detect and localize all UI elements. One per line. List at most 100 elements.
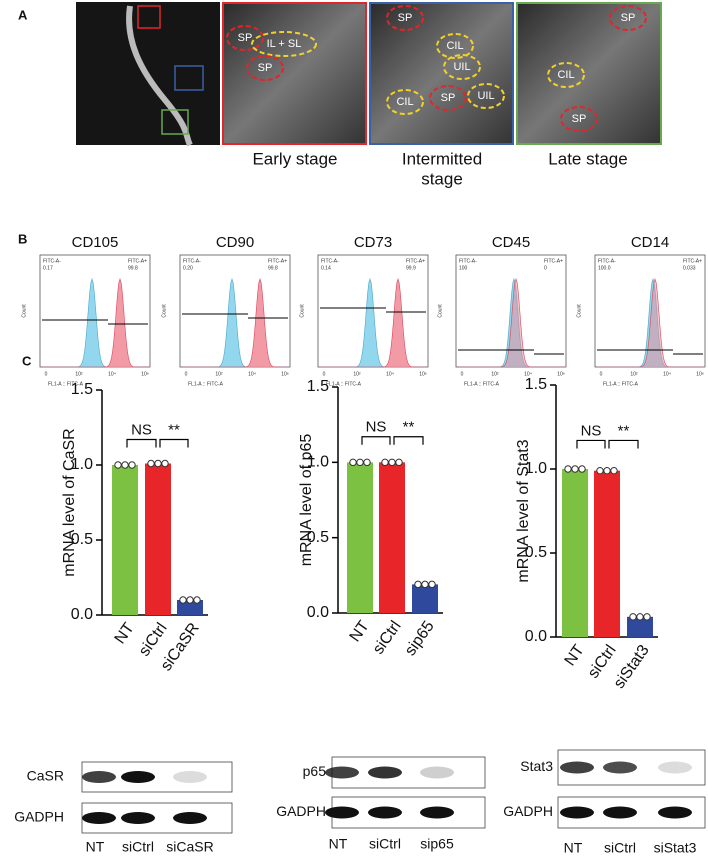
bracket bbox=[126, 438, 157, 448]
outline bbox=[386, 89, 424, 115]
bracket bbox=[361, 436, 391, 445]
roi bbox=[137, 5, 161, 29]
band bbox=[368, 766, 402, 779]
overlay-label: UIL bbox=[453, 61, 470, 73]
blot-row-label: p65 bbox=[303, 763, 327, 779]
histogram bbox=[42, 277, 150, 368]
gate-value: 99.8 bbox=[268, 265, 278, 271]
x-tick-label: 10⁴ bbox=[663, 371, 671, 377]
band bbox=[420, 766, 454, 779]
bar bbox=[627, 616, 653, 637]
band bbox=[121, 771, 155, 783]
blot-row-label: Stat3 bbox=[520, 758, 553, 774]
replicate-dot bbox=[395, 458, 403, 467]
axis-label: FL1-A :: FITC-A bbox=[48, 381, 84, 387]
x-tick-label: 10⁴ bbox=[386, 371, 394, 377]
bracket bbox=[159, 438, 189, 448]
x-tick-label: 0 bbox=[461, 371, 464, 377]
plot-title: CD45 bbox=[492, 234, 530, 251]
gate-value: 0.20 bbox=[183, 265, 193, 271]
y-tick-label: 1.0 bbox=[307, 454, 329, 471]
bar bbox=[347, 462, 373, 613]
gate-label: FITC-A- bbox=[598, 258, 616, 264]
gate-label: FITC-A- bbox=[459, 258, 477, 264]
replicate-dot bbox=[381, 458, 389, 467]
x-tick-label: 0 bbox=[600, 371, 603, 377]
y-axis-label: mRNA level of Stat3 bbox=[515, 439, 532, 582]
gate-value: 99.8 bbox=[128, 265, 138, 271]
x-tick-label: 10⁶ bbox=[141, 371, 149, 377]
y-tick-label: 0.0 bbox=[71, 606, 93, 623]
band bbox=[420, 806, 454, 819]
outline bbox=[386, 5, 424, 31]
caption: Late stage bbox=[548, 149, 627, 168]
x-tick-label: 0 bbox=[45, 371, 48, 377]
plot-title: CD14 bbox=[631, 234, 669, 251]
replicate-dot bbox=[571, 465, 579, 473]
x-tick-label: 10⁴ bbox=[248, 371, 256, 377]
blot-lane-label: siCtrl bbox=[369, 836, 401, 852]
y-tick-label: 0.5 bbox=[71, 531, 93, 548]
overlay-label: SP bbox=[238, 32, 253, 44]
axis-label: FL1-A :: FITC-A bbox=[188, 381, 224, 387]
gate-value: 0.14 bbox=[321, 265, 331, 271]
panel-label: B bbox=[18, 231, 27, 246]
replicate-dot bbox=[356, 458, 364, 467]
caption: stage bbox=[421, 169, 463, 188]
gate-value: 0 bbox=[544, 265, 547, 271]
replicate-dot bbox=[603, 466, 611, 475]
x-tick-label: siCtrl bbox=[370, 618, 405, 658]
crop-image bbox=[369, 2, 514, 145]
replicate-dot bbox=[564, 465, 572, 473]
bracket bbox=[393, 436, 424, 445]
plot-title: CD73 bbox=[354, 234, 392, 251]
band bbox=[325, 766, 359, 779]
overlay-label: IL + SL bbox=[267, 38, 302, 50]
replicate-dot bbox=[629, 613, 637, 621]
y-axis-label: mRNA level of CaSR bbox=[61, 428, 78, 577]
band bbox=[560, 806, 594, 819]
blot-row-label: GADPH bbox=[276, 803, 326, 819]
band bbox=[173, 771, 207, 783]
outline bbox=[560, 106, 598, 132]
crop-image bbox=[516, 2, 662, 145]
plot-title: CD105 bbox=[72, 234, 119, 251]
axis-label: FL1-A :: FITC-A bbox=[464, 381, 500, 387]
band bbox=[368, 806, 402, 819]
replicate-dot bbox=[161, 459, 169, 468]
blot-lane-label: NT bbox=[564, 840, 583, 856]
crop-image bbox=[222, 2, 367, 145]
overlay-label: SP bbox=[572, 113, 587, 125]
x-tick-label: NT bbox=[112, 620, 138, 647]
bar bbox=[177, 600, 203, 615]
overlay-label: SP bbox=[258, 62, 273, 74]
overlay-label: SP bbox=[441, 92, 456, 104]
bar bbox=[412, 584, 438, 613]
replicate-dot bbox=[114, 461, 122, 469]
y-tick-label: 0.0 bbox=[525, 628, 547, 645]
annotation: ** bbox=[403, 419, 415, 436]
outline bbox=[547, 62, 585, 88]
panel-label: A bbox=[18, 7, 28, 22]
gate-label: FITC-A+ bbox=[128, 258, 147, 264]
y-axis-label: mRNA level of p65 bbox=[298, 434, 315, 567]
x-tick-label: NT bbox=[347, 618, 373, 645]
replicate-dot bbox=[363, 458, 371, 467]
y-tick-label: 0.0 bbox=[307, 604, 329, 621]
replicate-dot bbox=[421, 580, 429, 589]
axis-label: FL1-A :: FITC-A bbox=[603, 381, 639, 387]
plot-title: CD90 bbox=[216, 234, 254, 251]
axis-label: Count bbox=[21, 304, 27, 318]
x-tick-label: 10⁴ bbox=[524, 371, 532, 377]
replicate-dot bbox=[428, 580, 436, 589]
overlay-label: CIL bbox=[557, 69, 574, 81]
y-tick-label: 0.5 bbox=[525, 544, 547, 561]
blot-row-label: CaSR bbox=[27, 768, 64, 784]
replicate-dot bbox=[147, 459, 155, 468]
histogram bbox=[597, 277, 705, 368]
band bbox=[121, 812, 155, 824]
blot-row-label: GADPH bbox=[14, 809, 64, 825]
y-tick-label: 1.0 bbox=[71, 456, 93, 473]
overlay-label: SP bbox=[398, 12, 413, 24]
